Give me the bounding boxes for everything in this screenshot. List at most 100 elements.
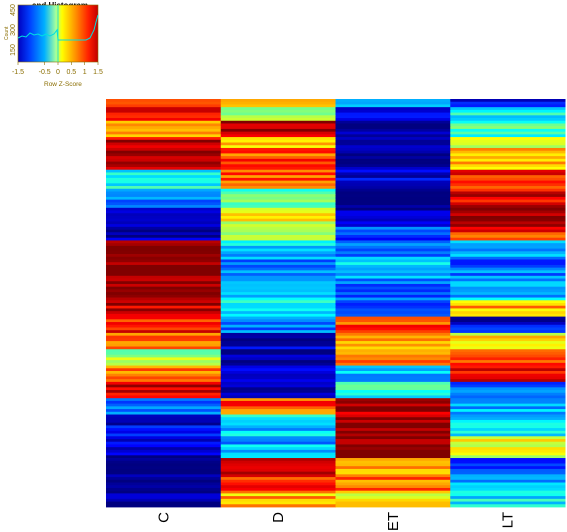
heatmap-cell [106,153,222,157]
heatmap-cell [335,400,451,405]
heatmap-cell [220,101,336,105]
heatmap-cell [220,186,336,190]
heatmap-cell [106,158,222,162]
heatmap-cell [335,308,451,312]
heatmap-cell [335,373,451,377]
heatmap-cell [335,466,451,470]
heatmap-cell [335,153,451,157]
heatmap-cell [106,205,222,209]
heatmap-cell [335,441,451,445]
heatmap-cell [220,349,336,353]
heatmap-cell [220,346,336,350]
heatmap-cell [335,294,451,298]
heatmap-cell [450,169,566,173]
heatmap-cell [220,210,336,214]
heatmap-cell [106,237,222,241]
heatmap-cell [106,123,222,127]
heatmap-cell [220,335,336,339]
heatmap-cell [450,376,566,380]
heatmap-cell [220,441,336,445]
heatmap-cell [450,199,566,203]
heatmap-cell [220,392,336,396]
heatmap-cell [450,430,566,434]
heatmap-cell [450,332,566,337]
heatmap-cell [220,439,336,443]
heatmap-cell [220,232,336,236]
heatmap-cell [335,292,451,296]
heatmap-cell [335,311,451,315]
heatmap-cell [220,226,336,230]
color-key-x-tick-label: 1.5 [93,69,103,76]
heatmap-cell [106,256,222,260]
heatmap-cell [450,172,566,176]
heatmap-cell [220,449,336,453]
heatmap-cell [106,414,222,418]
heatmap-cell [335,387,451,391]
heatmap-cell [450,487,566,492]
color-key-x-tick-label: 0.5 [66,69,76,76]
heatmap-cell [106,126,222,130]
heatmap-cell [106,226,222,230]
heatmap-cell [335,335,451,339]
heatmap-cell [220,406,336,410]
heatmap-cell [450,221,566,225]
heatmap-cell [106,316,222,320]
heatmap-cell [106,104,222,108]
heatmap-cell [106,332,222,337]
heatmap-cell [220,368,336,372]
heatmap-cell [220,447,336,451]
heatmap-cell [335,164,451,168]
heatmap-cell [335,452,451,456]
heatmap-cell [106,395,222,399]
heatmap-cell [106,267,222,271]
heatmap-cell [450,104,566,108]
heatmap-cell [106,202,222,206]
heatmap-cell [335,248,451,252]
heatmap-cell [450,292,566,296]
heatmap-cell [335,425,451,429]
heatmap-cell [106,455,222,459]
heatmap-cell [106,381,222,385]
heatmap-cell [335,183,451,187]
heatmap-cell [450,308,566,312]
heatmap-cell [106,297,222,301]
heatmap-cell [220,158,336,162]
heatmap-cell [450,137,566,141]
heatmap-cell [335,482,451,486]
heatmap-cell [450,482,566,486]
heatmap-cell [450,188,566,192]
heatmap-cell [335,485,451,489]
heatmap-cell [106,447,222,451]
heatmap-cell [106,109,222,113]
heatmap-cell [450,183,566,187]
heatmap-cell [450,349,566,353]
heatmap-cell [106,419,222,424]
heatmap-cell [335,256,451,260]
heatmap-cell [220,188,336,192]
heatmap-cell [335,226,451,230]
heatmap-cell [220,175,336,179]
heatmap-cell [106,112,222,116]
heatmap-cell [335,468,451,473]
heatmap-cell [335,172,451,176]
heatmap-cell [335,381,451,385]
heatmap-cell [220,240,336,244]
heatmap-cell [220,161,336,165]
heatmap-cell [335,338,451,342]
heatmap-cell [106,139,222,143]
heatmap-cell [106,115,222,119]
heatmap-cell [450,493,566,497]
heatmap-cell [335,384,451,388]
heatmap-cell [220,501,336,505]
heatmap-cell [450,158,566,162]
color-key-x-tick-label: -0.5 [39,69,51,76]
heatmap-cell [220,221,336,225]
heatmap-cell [106,194,222,198]
heatmap-cell [220,294,336,298]
heatmap-cell [220,403,336,407]
heatmap-cell [450,196,566,201]
heatmap-cell [335,330,451,334]
heatmap-cell [335,286,451,290]
heatmap-cell [335,229,451,233]
heatmap-cell [450,447,566,451]
